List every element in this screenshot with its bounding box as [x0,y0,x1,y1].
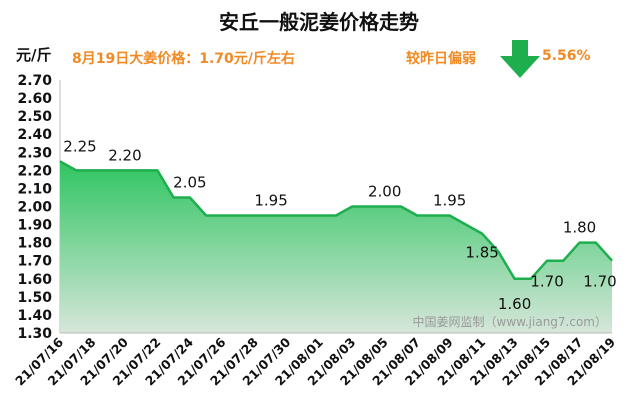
compare-label: 较昨日偏弱 [406,51,476,67]
data-label: 2.25 [63,137,96,155]
price-area [60,161,612,333]
y-tick-label: 1.90 [17,218,52,234]
data-label: 1.95 [433,192,466,210]
change-value: 5.56% [542,48,591,64]
y-tick-label: 1.50 [17,290,52,306]
y-tick-label: 1.30 [17,326,52,342]
down-arrow-icon [500,40,540,78]
y-tick-label: 2.30 [17,145,52,161]
data-label: 2.05 [173,173,206,191]
data-label: 1.70 [530,273,563,291]
data-label: 1.70 [583,273,616,291]
price-note: 8月19日大姜价格：1.70元/斤左右 [72,51,295,67]
y-tick-label: 1.80 [17,236,52,252]
y-tick-label: 1.60 [17,272,52,288]
data-label: 1.80 [563,219,596,237]
chart-title: 安丘一般泥姜价格走势 [219,10,419,34]
data-label: 2.00 [368,183,401,201]
y-tick-label: 1.70 [17,254,52,270]
y-tick-label: 2.10 [17,181,52,197]
y-tick-label: 1.40 [17,308,52,324]
data-label: 1.95 [254,192,287,210]
y-tick-label: 2.00 [17,200,52,216]
data-label: 2.20 [108,146,141,164]
data-label: 1.60 [498,295,531,313]
price-line [59,160,613,281]
data-label: 1.85 [465,244,498,262]
watermark: 中国姜网监制（www.jiang7.com） [413,314,607,329]
y-tick-label: 2.40 [17,127,52,143]
y-tick-label: 2.50 [17,109,52,125]
y-tick-label: 2.70 [17,73,52,89]
y-tick-label: 2.60 [17,91,52,107]
y-tick-label: 2.20 [17,163,52,179]
y-axis-unit: 元/斤 [16,46,52,64]
